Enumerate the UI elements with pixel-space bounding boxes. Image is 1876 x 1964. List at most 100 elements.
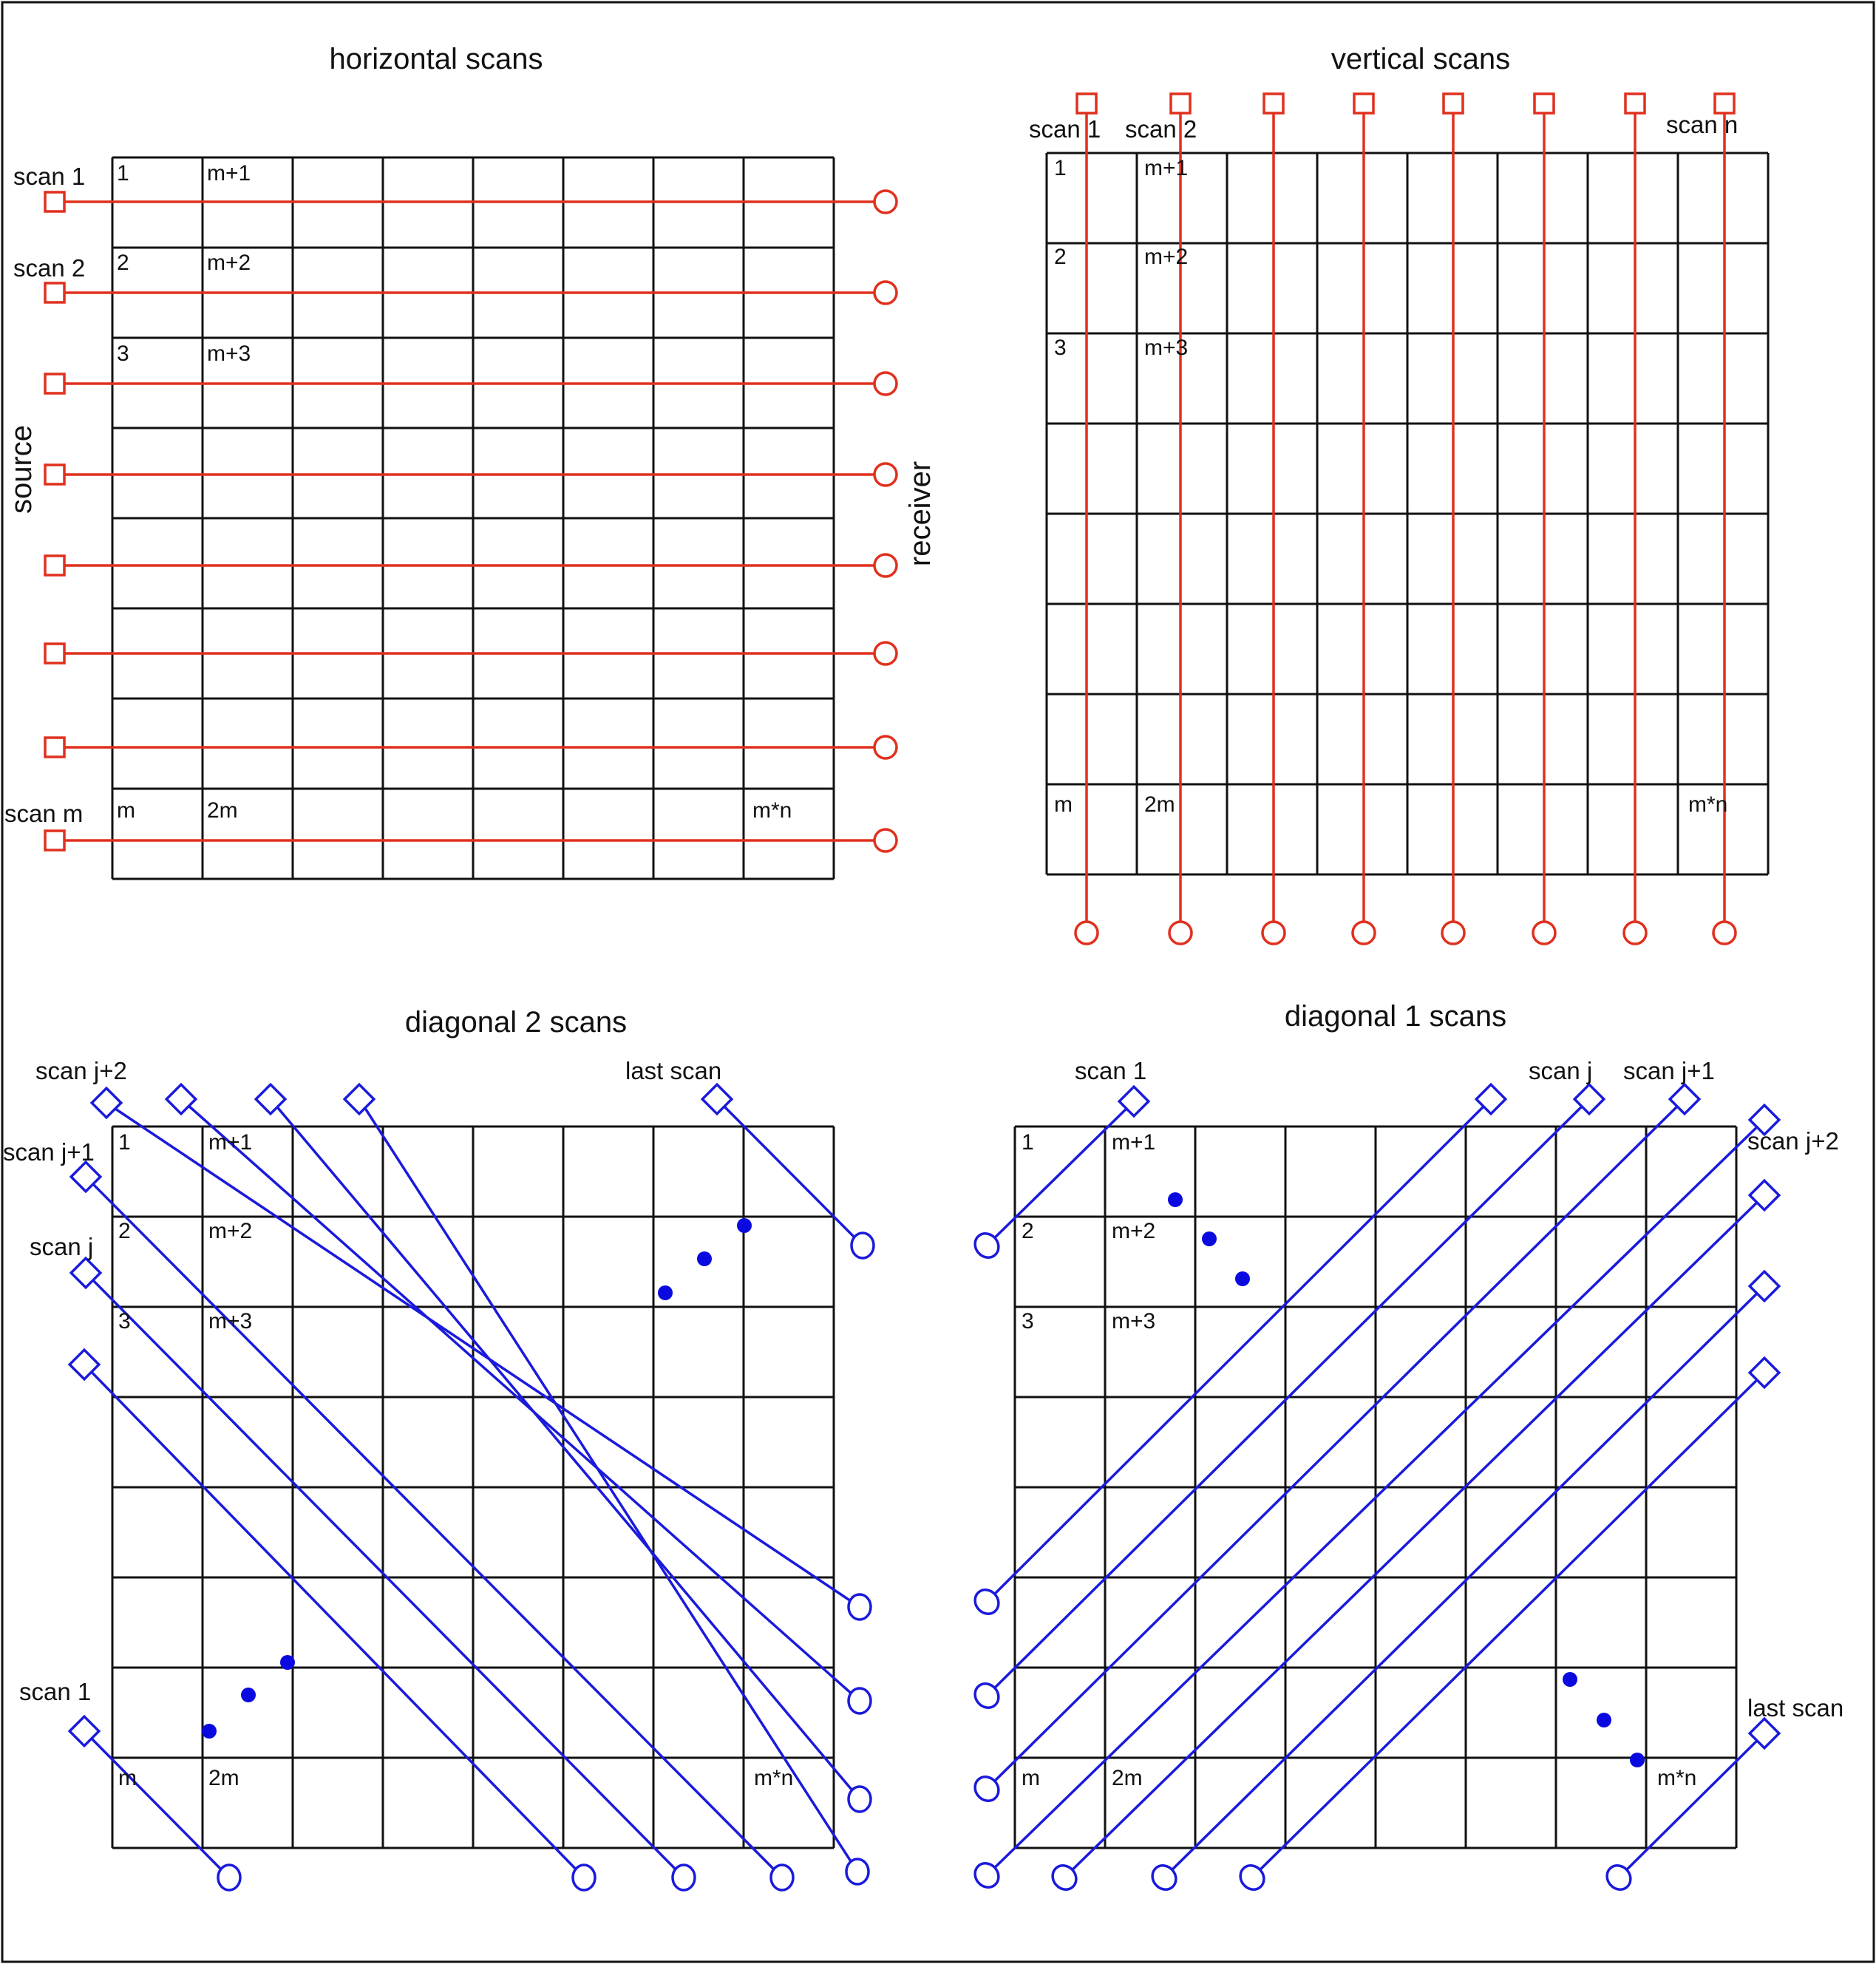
scan-label-j-plus-1: scan j+1 (3, 1138, 95, 1166)
cell-label: 1 (117, 161, 129, 186)
cell-label: 3 (1022, 1309, 1034, 1333)
sample-dot (1235, 1271, 1250, 1286)
ray-path (985, 1118, 1766, 1877)
source-square (1474, 1082, 1508, 1116)
receiver-circle (1605, 1864, 1632, 1891)
diagonal-2-dots (202, 1218, 752, 1739)
scan-label-1: scan 1 (19, 1678, 91, 1705)
diagonal-1-dots (1168, 1192, 1645, 1767)
cell-label: 2 (118, 1219, 131, 1243)
ray-path (1163, 1285, 1766, 1879)
ray-path (84, 1175, 784, 1879)
receiver-circle (873, 828, 898, 853)
scan-label-2: scan 2 (13, 254, 85, 282)
scan-label-n: scan n (1666, 111, 1738, 138)
scan-label-j-plus-1: scan j+1 (1623, 1057, 1715, 1084)
ray-path (1617, 1732, 1766, 1879)
cell-label: 2 (117, 251, 129, 275)
sample-dot (1168, 1192, 1183, 1207)
ray-path (1063, 1194, 1766, 1879)
receiver-circle (1151, 1864, 1177, 1891)
cell-label: m (117, 798, 135, 823)
source-square (1169, 92, 1192, 115)
source-label: source (5, 425, 38, 514)
scan-label-last: last scan (625, 1057, 721, 1084)
source-square (44, 642, 66, 665)
receiver-circle (1712, 920, 1737, 945)
receiver-circle (845, 1858, 870, 1886)
source-square (1747, 1716, 1781, 1750)
source-square (44, 282, 66, 304)
receiver-circle (973, 1232, 1000, 1259)
sample-dot (202, 1724, 217, 1739)
sample-dot (737, 1218, 752, 1233)
source-square (1353, 92, 1375, 115)
receiver-circle (873, 553, 898, 578)
source-square (1747, 1103, 1781, 1137)
cell-label: m+1 (208, 1130, 252, 1155)
receiver-circle (873, 641, 898, 666)
cell-label: 2 (1054, 245, 1067, 269)
source-square (44, 191, 66, 213)
receiver-circle (873, 189, 898, 214)
source-square (89, 1086, 123, 1120)
cell-label: 2m (1144, 792, 1175, 817)
cell-label: 2m (208, 1766, 239, 1790)
cell-label: 2m (1112, 1766, 1143, 1790)
ray-path (83, 1730, 231, 1879)
source-square (1262, 92, 1285, 115)
receiver-circle (671, 1863, 696, 1892)
cell-label: m+2 (208, 1219, 252, 1243)
source-square (69, 1160, 103, 1194)
receiver-circle (1051, 1864, 1078, 1891)
source-square (67, 1714, 101, 1748)
receiver-circle (873, 280, 898, 305)
panel-title: vertical scans (1331, 43, 1510, 75)
scan-label-1: scan 1 (13, 163, 85, 190)
receiver-circle (1441, 920, 1466, 945)
receiver-circle (873, 462, 898, 487)
source-square (1442, 92, 1464, 115)
source-square (69, 1256, 103, 1290)
sample-dot (1630, 1753, 1645, 1767)
receiver-circle (850, 1231, 875, 1260)
source-square (342, 1082, 376, 1116)
source-square (1747, 1356, 1781, 1390)
source-square (1747, 1178, 1781, 1212)
source-square (1747, 1269, 1781, 1303)
cell-label: m*n (1688, 792, 1727, 817)
scan-label-m: scan m (4, 800, 83, 827)
ray-path (985, 1098, 1492, 1603)
receiver-circle (1532, 920, 1557, 945)
receiver-circle (1239, 1864, 1265, 1891)
source-square (700, 1082, 734, 1116)
cell-label: m+1 (1144, 156, 1188, 180)
receiver-circle (571, 1863, 597, 1892)
source-square (1075, 92, 1098, 115)
scan-label-1: scan 1 (1075, 1057, 1146, 1084)
sample-dot (241, 1688, 256, 1702)
receiver-circle (1168, 920, 1193, 945)
cell-label: 3 (1054, 336, 1067, 360)
source-square (1668, 1082, 1702, 1116)
horizontal-grid (111, 156, 835, 880)
source-square (1624, 92, 1646, 115)
scan-label-2: scan 2 (1125, 115, 1197, 143)
source-square (1713, 92, 1736, 115)
receiver-circle (873, 735, 898, 760)
source-square (44, 463, 66, 486)
cell-label: m+1 (1112, 1130, 1155, 1155)
ray-path (1251, 1371, 1766, 1879)
diagonal-2-rays (67, 1082, 875, 1892)
cell-label: m (1054, 792, 1073, 817)
cell-label: 2m (207, 798, 238, 823)
receiver-circle (973, 1776, 1000, 1802)
ray-path (985, 1100, 1135, 1247)
receiver-circle (1261, 920, 1286, 945)
receiver-circle (1351, 920, 1376, 945)
ray-path (716, 1098, 864, 1247)
receiver-circle (769, 1863, 795, 1892)
receiver-circle (847, 1785, 872, 1813)
receiver-label: receiver (904, 461, 937, 566)
